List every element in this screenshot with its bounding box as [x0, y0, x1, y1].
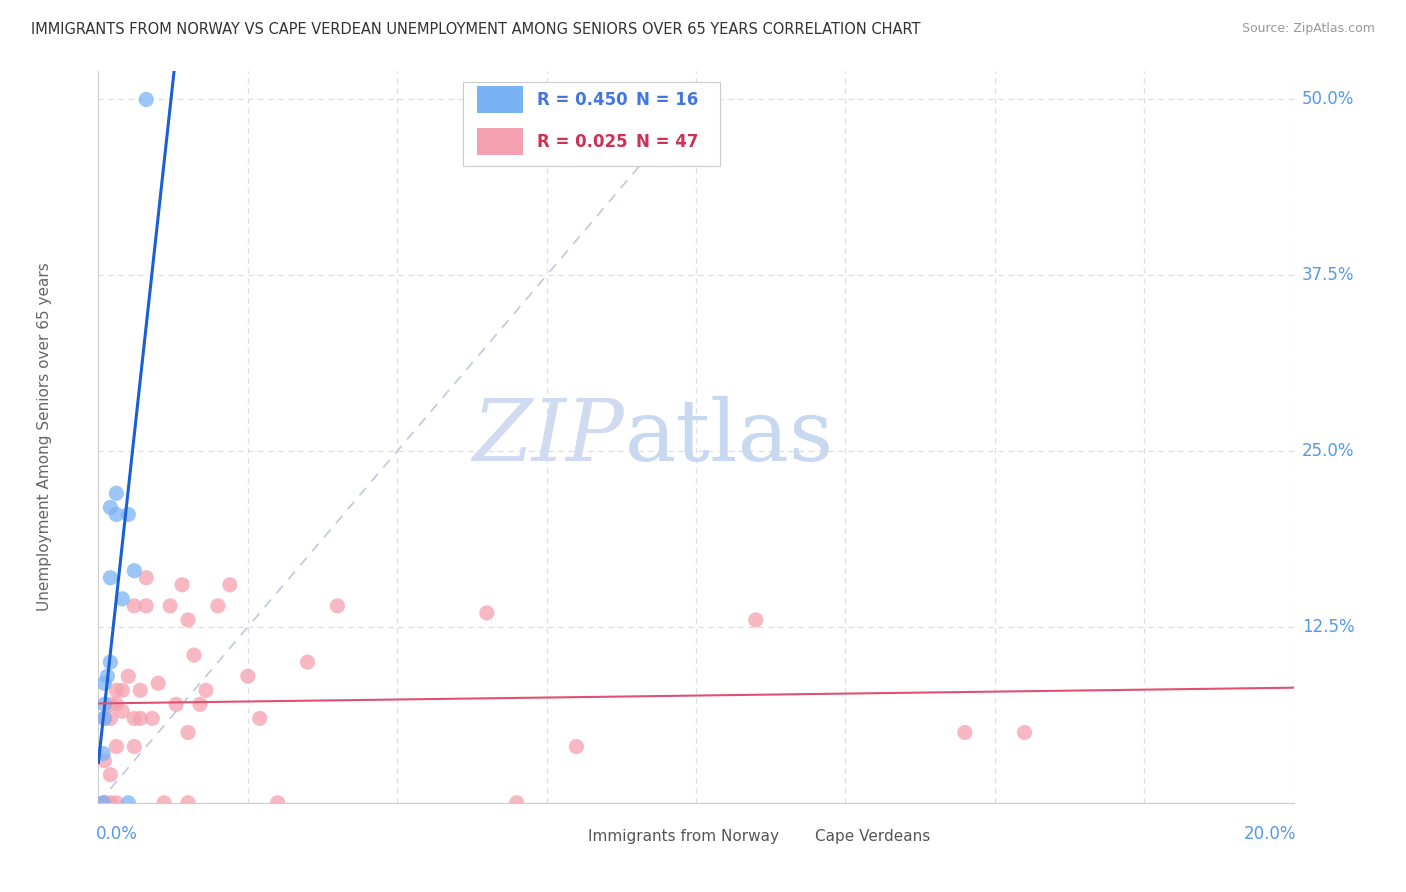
Point — [93, 754, 115, 768]
Text: N = 47: N = 47 — [636, 133, 699, 151]
Bar — [477, 86, 523, 113]
Point — [93, 676, 115, 690]
Point — [159, 599, 181, 613]
Point — [195, 683, 218, 698]
Point — [98, 500, 122, 515]
Text: 20.0%: 20.0% — [1243, 825, 1296, 843]
Text: R = 0.025: R = 0.025 — [537, 133, 627, 151]
Bar — [477, 128, 523, 155]
Point — [105, 486, 128, 500]
Point — [135, 599, 157, 613]
Text: 12.5%: 12.5% — [1302, 618, 1354, 636]
Point — [326, 599, 349, 613]
FancyBboxPatch shape — [463, 82, 720, 167]
Point — [105, 698, 128, 712]
Point — [117, 796, 139, 810]
Point — [98, 711, 122, 725]
Point — [98, 571, 122, 585]
Point — [91, 747, 114, 761]
Point — [105, 796, 128, 810]
Point — [236, 669, 259, 683]
Point — [188, 698, 211, 712]
Point — [506, 796, 529, 810]
Point — [148, 676, 170, 690]
Text: Unemployment Among Seniors over 65 years: Unemployment Among Seniors over 65 years — [37, 263, 52, 611]
Point — [207, 599, 229, 613]
Point — [105, 739, 128, 754]
Text: 50.0%: 50.0% — [1302, 90, 1354, 109]
Bar — [547, 829, 581, 847]
Text: R = 0.450: R = 0.450 — [537, 90, 627, 109]
Point — [565, 739, 588, 754]
Point — [135, 93, 157, 107]
Point — [111, 705, 134, 719]
Point — [124, 599, 146, 613]
Text: 37.5%: 37.5% — [1302, 267, 1354, 285]
Text: Cape Verdeans: Cape Verdeans — [815, 829, 931, 844]
Point — [249, 711, 271, 725]
Text: 25.0%: 25.0% — [1302, 442, 1354, 460]
Point — [745, 613, 768, 627]
Point — [129, 683, 152, 698]
Point — [98, 655, 122, 669]
Point — [219, 578, 242, 592]
Point — [953, 725, 976, 739]
Point — [177, 725, 200, 739]
Point — [98, 698, 122, 712]
Point — [111, 683, 134, 698]
Point — [129, 711, 152, 725]
Point — [153, 796, 176, 810]
Point — [98, 767, 122, 781]
Point — [96, 669, 118, 683]
Point — [105, 683, 128, 698]
Point — [172, 578, 194, 592]
Bar — [773, 829, 807, 847]
Point — [177, 796, 200, 810]
Text: N = 16: N = 16 — [636, 90, 699, 109]
Point — [165, 698, 187, 712]
Text: 0.0%: 0.0% — [96, 825, 138, 843]
Point — [124, 739, 146, 754]
Point — [91, 796, 114, 810]
Point — [135, 571, 157, 585]
Point — [124, 564, 146, 578]
Text: Source: ZipAtlas.com: Source: ZipAtlas.com — [1241, 22, 1375, 36]
Text: IMMIGRANTS FROM NORWAY VS CAPE VERDEAN UNEMPLOYMENT AMONG SENIORS OVER 65 YEARS : IMMIGRANTS FROM NORWAY VS CAPE VERDEAN U… — [31, 22, 921, 37]
Point — [117, 669, 139, 683]
Text: Immigrants from Norway: Immigrants from Norway — [589, 829, 779, 844]
Point — [93, 698, 115, 712]
Point — [117, 508, 139, 522]
Point — [93, 711, 115, 725]
Point — [141, 711, 163, 725]
Point — [93, 796, 115, 810]
Point — [1014, 725, 1036, 739]
Text: atlas: atlas — [624, 395, 834, 479]
Point — [105, 508, 128, 522]
Text: ZIP: ZIP — [472, 396, 624, 478]
Point — [98, 796, 122, 810]
Point — [177, 613, 200, 627]
Point — [183, 648, 205, 662]
Point — [93, 711, 115, 725]
Point — [111, 591, 134, 606]
Point — [124, 711, 146, 725]
Point — [475, 606, 498, 620]
Point — [297, 655, 319, 669]
Point — [93, 796, 115, 810]
Point — [267, 796, 290, 810]
